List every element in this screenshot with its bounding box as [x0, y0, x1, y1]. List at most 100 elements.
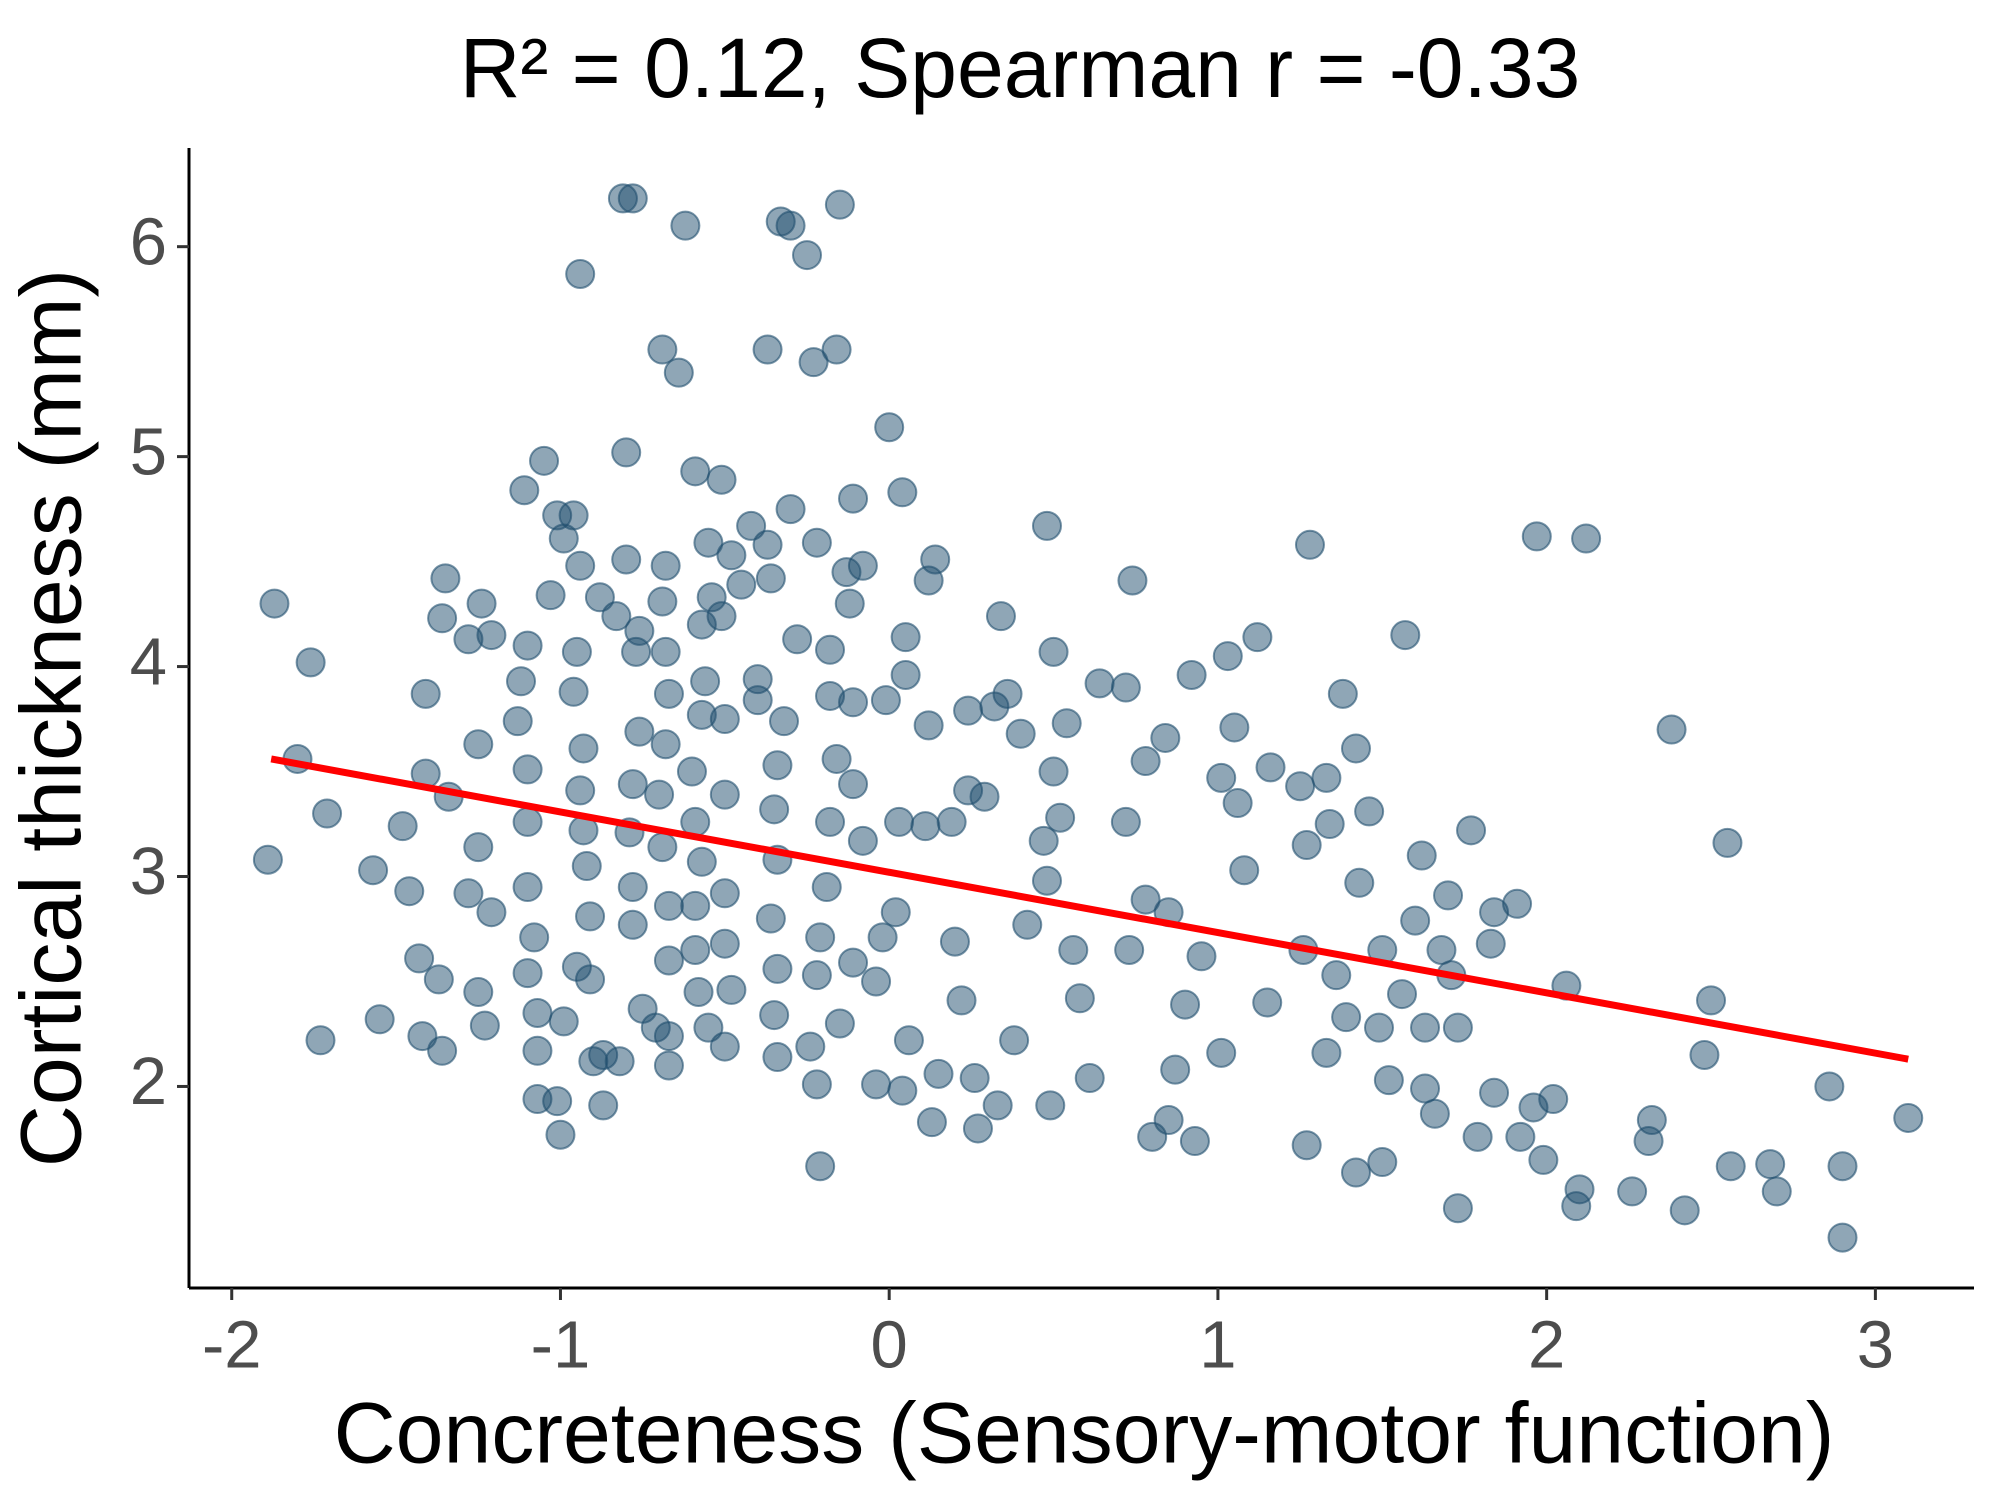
point	[1005, 718, 1036, 749]
point	[726, 569, 757, 600]
point	[1410, 1012, 1441, 1043]
point	[1893, 1102, 1924, 1133]
chart-title: R² = 0.12, Spearman r = -0.33	[460, 21, 1581, 115]
point	[693, 527, 724, 558]
point	[693, 1012, 724, 1043]
point	[999, 1025, 1030, 1056]
point	[1035, 1090, 1066, 1121]
point	[716, 974, 747, 1005]
point	[565, 775, 596, 806]
point	[962, 1113, 993, 1144]
point	[1110, 672, 1141, 703]
point	[1110, 806, 1141, 837]
point	[792, 240, 823, 271]
y-tick-label: 2	[130, 1044, 167, 1119]
point	[1538, 1084, 1569, 1115]
point	[709, 779, 740, 810]
point	[1130, 884, 1161, 915]
point	[867, 922, 898, 953]
point	[1367, 1147, 1398, 1178]
point	[617, 183, 648, 214]
point	[706, 464, 737, 495]
point	[920, 544, 951, 575]
point	[1364, 1012, 1394, 1043]
point	[512, 754, 543, 785]
point	[558, 500, 589, 531]
point	[575, 901, 606, 932]
point	[847, 825, 878, 856]
point	[653, 678, 684, 709]
point	[584, 582, 615, 613]
point	[1206, 1037, 1237, 1068]
point	[1179, 1126, 1210, 1157]
point	[759, 1000, 790, 1031]
point	[1114, 934, 1145, 965]
point	[1229, 855, 1260, 886]
point	[752, 334, 783, 365]
point	[1442, 1193, 1473, 1224]
point	[617, 909, 648, 940]
point	[736, 510, 767, 541]
point	[923, 1058, 954, 1089]
point	[992, 678, 1023, 709]
point	[874, 412, 905, 443]
point	[709, 1031, 740, 1062]
point	[916, 1107, 947, 1138]
point	[624, 716, 655, 747]
point	[824, 189, 855, 220]
point	[621, 636, 652, 667]
point	[1058, 934, 1089, 965]
point	[404, 943, 435, 974]
point	[1327, 678, 1358, 709]
point	[887, 1075, 918, 1106]
point	[502, 706, 533, 737]
point	[1153, 1105, 1184, 1136]
point	[653, 945, 684, 976]
point	[870, 685, 901, 716]
point	[358, 855, 389, 886]
point	[1291, 1130, 1322, 1161]
point	[1528, 1144, 1559, 1175]
point	[775, 210, 806, 241]
point	[1291, 830, 1322, 861]
point	[578, 1046, 609, 1077]
point	[1255, 752, 1286, 783]
point	[762, 750, 793, 781]
x-tick-label: -2	[202, 1308, 262, 1383]
point	[522, 1035, 553, 1066]
point	[1426, 934, 1457, 965]
point	[1617, 1176, 1648, 1207]
point	[453, 624, 484, 655]
point	[512, 806, 543, 837]
y-axis-title: Cortical thickness (mm)	[4, 269, 100, 1167]
point	[604, 1046, 635, 1077]
point	[1012, 909, 1043, 940]
point	[1130, 746, 1161, 777]
point	[1479, 1077, 1510, 1108]
point	[463, 832, 494, 863]
point	[295, 647, 326, 678]
point	[423, 964, 454, 995]
point	[571, 851, 602, 882]
point	[1354, 796, 1385, 827]
y-tick-label: 6	[130, 204, 167, 279]
point	[838, 947, 869, 978]
point	[1814, 1071, 1845, 1102]
point	[670, 210, 701, 241]
point	[880, 897, 911, 928]
point	[982, 1090, 1013, 1121]
point	[1051, 708, 1082, 739]
point	[601, 601, 632, 632]
point	[805, 1151, 836, 1182]
point	[1252, 987, 1283, 1018]
point	[890, 622, 921, 653]
point	[752, 529, 783, 560]
point	[512, 630, 543, 661]
point	[759, 794, 790, 825]
x-tick-label: 1	[1199, 1308, 1236, 1383]
point	[548, 1006, 579, 1037]
point	[1715, 1151, 1746, 1182]
point	[1031, 865, 1062, 896]
point	[716, 540, 747, 571]
point	[936, 806, 967, 837]
